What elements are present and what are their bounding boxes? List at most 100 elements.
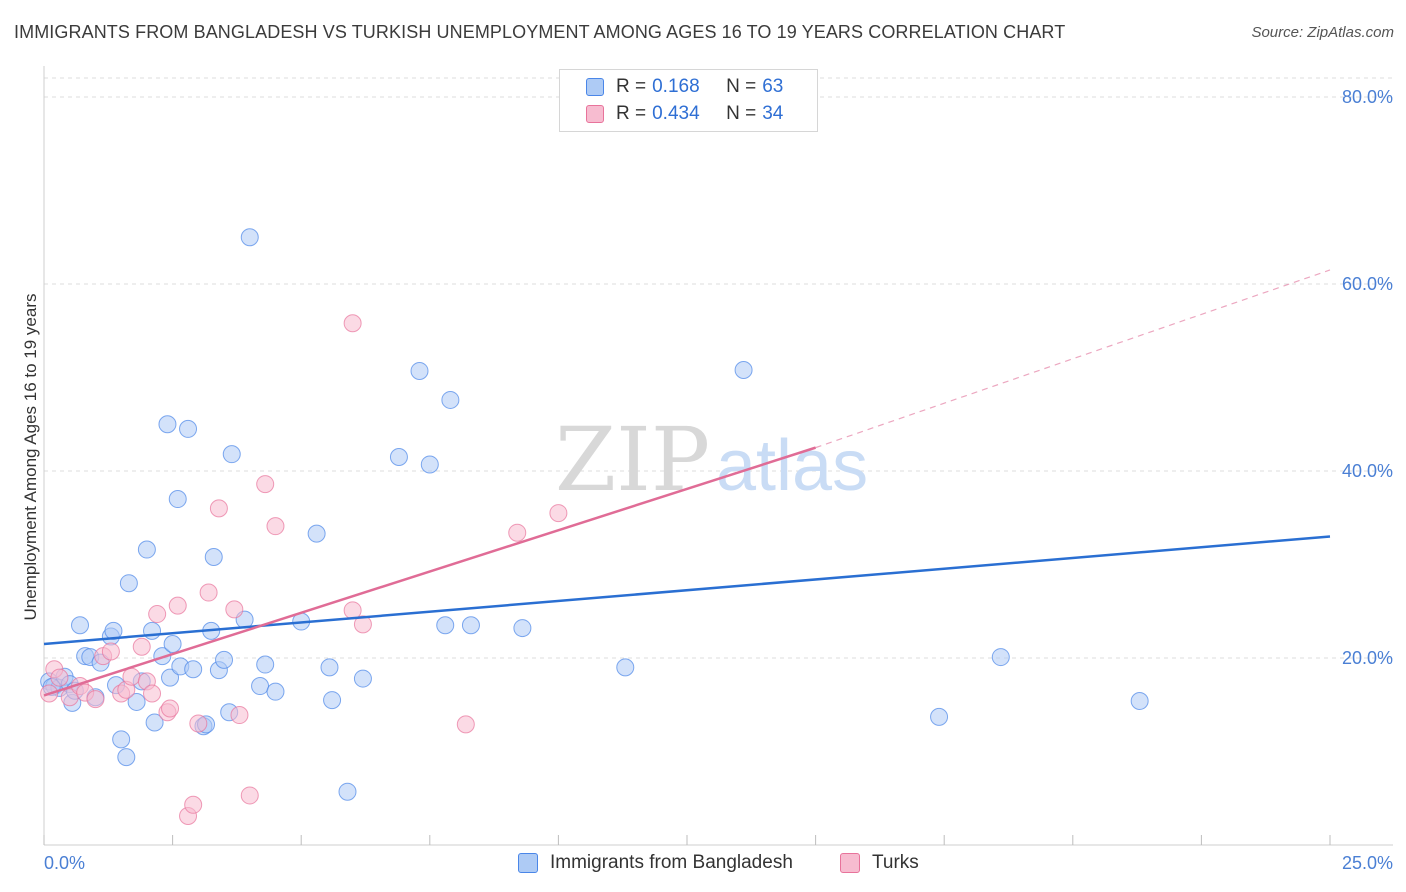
legend-swatch-blue — [586, 78, 604, 96]
point-bangladesh — [158, 415, 177, 434]
point-bangladesh — [184, 660, 203, 679]
point-bangladesh — [127, 692, 146, 711]
point-bangladesh — [1130, 692, 1149, 711]
series-legend-label: Turks — [872, 852, 919, 873]
point-turks — [549, 504, 568, 523]
point-turks — [168, 596, 187, 615]
source-label: Source: ZipAtlas.com — [1251, 24, 1394, 41]
legend-row-bangladesh: R = 0.168 N = 63 — [586, 75, 783, 99]
point-bangladesh — [353, 669, 372, 688]
point-turks — [132, 637, 151, 656]
legend-row-turks: R = 0.434 N = 34 — [586, 102, 783, 126]
point-bangladesh — [436, 616, 455, 635]
legend-r-value: 0.434 — [652, 103, 700, 124]
tick-labels: 20.0% 40.0% 60.0% 80.0% 0.0% 25.0% — [44, 87, 1393, 873]
point-turks — [353, 615, 372, 634]
point-bangladesh — [112, 730, 131, 749]
point-bangladesh — [323, 691, 342, 710]
y-tick-label: 80.0% — [1342, 87, 1393, 107]
point-bangladesh — [320, 658, 339, 677]
point-bangladesh — [119, 574, 138, 593]
point-bangladesh — [256, 655, 275, 674]
trend-line-turks-extension — [815, 269, 1331, 449]
point-bangladesh — [161, 668, 180, 687]
series-legend-turks[interactable]: Turks — [840, 852, 919, 874]
gridlines — [44, 77, 1393, 659]
y-tick-label: 20.0% — [1342, 648, 1393, 668]
point-bangladesh — [461, 616, 480, 635]
point-turks — [230, 706, 249, 725]
series-legend-label: Immigrants from Bangladesh — [550, 852, 793, 873]
point-bangladesh — [266, 682, 285, 701]
point-turks — [50, 668, 69, 687]
legend-r-value: 0.168 — [652, 76, 700, 97]
point-bangladesh — [734, 361, 753, 380]
point-turks — [256, 475, 275, 494]
point-bangladesh — [307, 524, 326, 543]
y-tick-label: 60.0% — [1342, 274, 1393, 294]
point-bangladesh — [338, 782, 357, 801]
point-bangladesh — [222, 445, 241, 464]
point-turks — [122, 667, 141, 686]
series-swatch-pink — [840, 853, 860, 873]
point-turks — [199, 583, 218, 602]
point-bangladesh — [420, 455, 439, 474]
x-tick-label: 0.0% — [44, 853, 85, 873]
legend-r-label: R = — [616, 103, 647, 124]
legend-n-value: 63 — [762, 76, 784, 97]
point-bangladesh — [215, 650, 234, 669]
legend-n-label: N = — [726, 103, 757, 124]
point-bangladesh — [410, 361, 429, 380]
legend-r-label: R = — [616, 76, 647, 97]
data-points — [40, 228, 1149, 826]
point-bangladesh — [71, 616, 90, 635]
chart-title: IMMIGRANTS FROM BANGLADESH VS TURKISH UN… — [14, 22, 1066, 42]
axes — [43, 66, 1393, 846]
trend-lines — [43, 269, 1331, 697]
point-turks — [343, 314, 362, 333]
point-turks — [184, 795, 203, 814]
point-turks — [266, 517, 285, 536]
point-bangladesh — [616, 658, 635, 677]
legend-n-label: N = — [726, 76, 757, 97]
point-bangladesh — [145, 713, 164, 732]
watermark-atlas: atlas — [716, 426, 868, 506]
point-turks — [225, 600, 244, 619]
y-tick-label: 40.0% — [1342, 461, 1393, 481]
point-turks — [143, 684, 162, 703]
x-tick-label: 25.0% — [1342, 853, 1393, 873]
point-bangladesh — [117, 748, 136, 767]
point-bangladesh — [163, 634, 182, 653]
trend-line-bangladesh — [43, 535, 1331, 646]
point-bangladesh — [930, 707, 949, 726]
series-swatch-blue — [518, 853, 538, 873]
point-bangladesh — [204, 548, 223, 567]
point-bangladesh — [240, 228, 259, 247]
point-turks — [209, 499, 228, 518]
point-turks — [343, 601, 362, 620]
point-bangladesh — [441, 390, 460, 409]
point-turks — [148, 605, 167, 624]
legend-n-value: 34 — [762, 103, 784, 124]
point-bangladesh — [168, 490, 187, 509]
point-turks — [101, 642, 120, 661]
point-turks — [508, 523, 527, 542]
point-bangladesh — [179, 419, 198, 438]
point-turks — [161, 699, 180, 718]
series-legend-bangladesh[interactable]: Immigrants from Bangladesh — [518, 852, 793, 874]
legend-swatch-pink — [586, 105, 604, 123]
point-bangladesh — [389, 447, 408, 466]
correlation-legend: R = 0.168 N = 63 R = 0.434 N = 34 — [559, 69, 818, 132]
y-axis-title: Unemployment Among Ages 16 to 19 years — [21, 294, 40, 621]
point-turks — [240, 786, 259, 805]
series-legend: Immigrants from Bangladesh Turks — [0, 852, 1406, 876]
trend-line-turks — [43, 446, 816, 697]
watermark: ZIP atlas — [555, 408, 868, 511]
point-bangladesh — [251, 677, 270, 696]
point-bangladesh — [991, 648, 1010, 667]
point-bangladesh — [137, 540, 156, 559]
point-turks — [456, 715, 475, 734]
point-turks — [189, 714, 208, 733]
point-bangladesh — [513, 619, 532, 638]
